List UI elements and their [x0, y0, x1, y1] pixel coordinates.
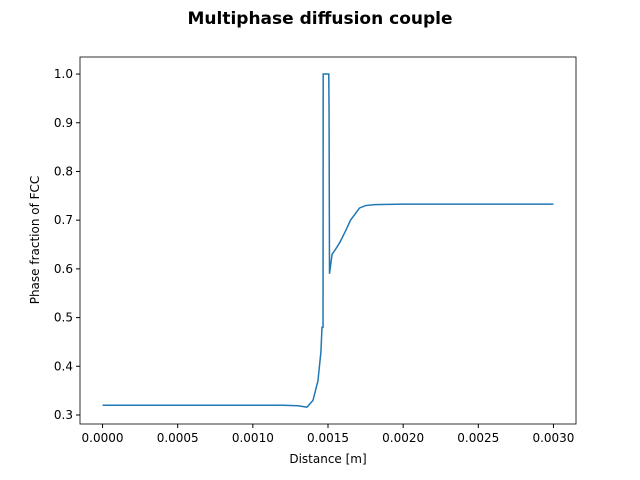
line-series — [102, 73, 554, 409]
x-axis-label: Distance [m] — [289, 452, 366, 466]
x-tick-label: 0.0015 — [307, 431, 349, 445]
x-tick-label: 0.0025 — [457, 431, 499, 445]
x-tick-label: 0.0020 — [382, 431, 424, 445]
y-tick-label: 0.7 — [54, 213, 73, 227]
y-tick-label: 0.5 — [54, 311, 73, 325]
x-tick-label: 0.0030 — [532, 431, 574, 445]
plot-frame — [79, 56, 577, 425]
x-tick-label: 0.0000 — [82, 431, 124, 445]
y-tick-label: 0.4 — [54, 359, 73, 373]
y-axis-label: Phase fraction of FCC — [28, 176, 42, 305]
y-tick-label: 0.6 — [54, 262, 73, 276]
chart-title: Multiphase diffusion couple — [187, 9, 452, 29]
y-tick-label: 0.9 — [54, 116, 73, 130]
x-tick-label: 0.0005 — [157, 431, 199, 445]
y-tick-label: 0.8 — [54, 164, 73, 178]
y-tick-label: 0.3 — [54, 408, 73, 422]
x-tick-label: 0.0010 — [232, 431, 274, 445]
y-tick-label: 1.0 — [54, 67, 73, 81]
